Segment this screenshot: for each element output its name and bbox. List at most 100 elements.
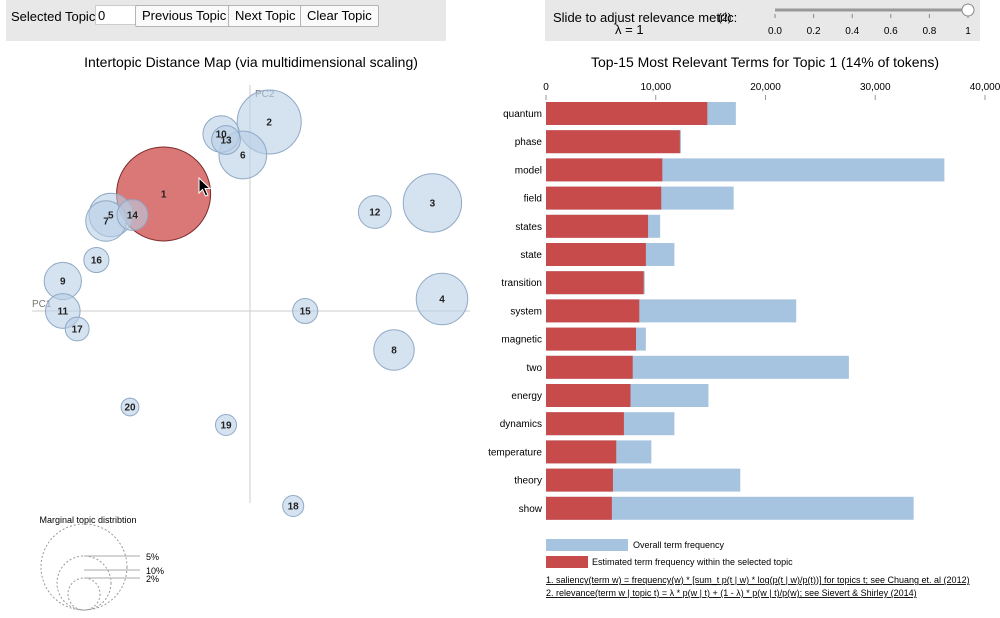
estimated-bar-theory[interactable] xyxy=(546,468,613,492)
slider-handle[interactable] xyxy=(961,3,975,17)
estimated-bar-phase[interactable] xyxy=(546,130,680,154)
term-label-two[interactable]: two xyxy=(526,363,542,374)
intertopic-map: PC1PC21234567891011131214151617181920 xyxy=(32,85,470,518)
term-label-quantum[interactable]: quantum xyxy=(503,109,542,120)
lambda-value: λ = 1 xyxy=(615,22,644,37)
topic-label-17: 17 xyxy=(72,325,84,336)
estimated-bar-energy[interactable] xyxy=(546,384,631,407)
overall-bar-show[interactable] xyxy=(546,496,914,520)
term-label-system[interactable]: system xyxy=(510,306,542,317)
topic-controls: Selected Topic: Previous Topic Next Topi… xyxy=(6,0,446,41)
size-legend-circle xyxy=(67,577,101,611)
scatter-title: Intertopic Distance Map (via multidimens… xyxy=(84,54,418,70)
topic-circle-17[interactable] xyxy=(64,316,90,342)
topic-label-3: 3 xyxy=(430,199,436,210)
selected-topic-input[interactable] xyxy=(95,5,137,25)
relevance-slider-panel: Slide to adjust relevance metric: (2) λ … xyxy=(545,0,980,41)
estimated-bar-temperature[interactable] xyxy=(546,440,617,464)
estimated-bar-magnetic[interactable] xyxy=(546,327,636,351)
term-label-temperature[interactable]: temperature xyxy=(488,447,542,458)
estimated-bar-quantum[interactable] xyxy=(546,102,708,125)
topic-circle-15[interactable] xyxy=(292,297,319,325)
mouse-cursor-icon xyxy=(198,176,212,197)
pc1-label: PC1 xyxy=(32,299,52,310)
estimated-bar-states[interactable] xyxy=(546,214,649,238)
estimated-bar-system[interactable] xyxy=(546,299,640,323)
footnote-1[interactable]: 1. saliency(term w) = frequency(w) * [su… xyxy=(546,575,970,585)
topic-circle-20[interactable] xyxy=(120,397,140,417)
bar-axis-tick-label: 30,000 xyxy=(860,82,891,93)
estimated-bar-two[interactable] xyxy=(546,355,633,379)
term-label-show[interactable]: show xyxy=(519,504,543,515)
term-bar-chart: 0 10,000 20,000 30,000 40,000 quantum phase mod… xyxy=(488,82,1000,520)
size-legend-label: 5% xyxy=(146,552,159,562)
size-legend-title: Marginal topic distribtion xyxy=(39,515,136,525)
slider-tick-label: 0.6 xyxy=(884,26,898,37)
topic-circle-14[interactable] xyxy=(116,199,149,231)
legend-overall-swatch xyxy=(546,539,628,551)
term-label-phase[interactable]: phase xyxy=(515,137,543,148)
topic-label-11: 11 xyxy=(58,307,69,318)
topic-label-13: 13 xyxy=(220,136,232,147)
next-topic-button[interactable]: Next Topic xyxy=(228,5,303,27)
topic-label-10: 10 xyxy=(216,130,228,141)
topic-label-7: 7 xyxy=(103,217,109,228)
topic-label-6: 6 xyxy=(240,151,246,162)
estimated-bar-state[interactable] xyxy=(546,243,646,266)
size-legend-label: 10% xyxy=(146,566,164,576)
topic-label-14: 14 xyxy=(127,211,139,222)
topic-circle-3[interactable] xyxy=(402,173,463,233)
slider-tick-label: 0.8 xyxy=(922,26,936,37)
topic-label-9: 9 xyxy=(60,277,66,288)
term-label-magnetic[interactable]: magnetic xyxy=(501,335,542,346)
topic-label-16: 16 xyxy=(91,256,103,267)
size-legend-circle xyxy=(56,555,112,611)
bar-axis-tick-label: 20,000 xyxy=(750,82,781,93)
estimated-bar-dynamics[interactable] xyxy=(546,412,624,436)
estimated-bar-transition[interactable] xyxy=(546,271,644,295)
size-legend-circle xyxy=(40,523,128,611)
topic-label-20: 20 xyxy=(124,403,136,414)
topic-label-1: 1 xyxy=(161,190,167,201)
previous-topic-button[interactable]: Previous Topic xyxy=(135,5,234,27)
term-label-dynamics[interactable]: dynamics xyxy=(500,419,542,430)
topic-circle-19[interactable] xyxy=(214,413,238,437)
topic-circle-18[interactable] xyxy=(282,494,305,518)
term-label-theory[interactable]: theory xyxy=(514,476,542,487)
estimated-bar-model[interactable] xyxy=(546,158,663,182)
footnote-2[interactable]: 2. relevance(term w | topic t) = λ * p(w… xyxy=(546,588,917,598)
bar-axis-tick-label: 10,000 xyxy=(640,82,671,93)
estimated-bar-field[interactable] xyxy=(546,186,662,210)
legend-overall-label: Overall term frequency xyxy=(633,540,725,550)
bar-title: Top-15 Most Relevant Terms for Topic 1 (… xyxy=(591,54,939,70)
term-label-states[interactable]: states xyxy=(515,222,542,233)
clear-topic-button[interactable]: Clear Topic xyxy=(300,5,379,27)
topic-label-19: 19 xyxy=(220,421,232,432)
term-label-field[interactable]: field xyxy=(524,194,542,205)
relevance-slider[interactable]: 0.0 0.2 0.4 0.6 0.8 1 xyxy=(768,3,975,37)
term-label-state[interactable]: state xyxy=(520,250,542,261)
bar-legend: Overall term frequency Estimated term fre… xyxy=(546,539,970,598)
topic-circle-13[interactable] xyxy=(211,125,241,155)
slider-label: Slide to adjust relevance metric: xyxy=(553,10,738,25)
selected-topic-label: Selected Topic: xyxy=(11,9,99,24)
estimated-bar-show[interactable] xyxy=(546,496,612,520)
topic-label-4: 4 xyxy=(439,295,445,306)
slider-tick-label: 1 xyxy=(965,26,971,37)
size-legend-label: 2% xyxy=(146,574,159,584)
slider-tick-label: 0.4 xyxy=(845,26,859,37)
topic-circle-12[interactable] xyxy=(357,195,392,229)
legend-estimated-label: Estimated term frequency within the sele… xyxy=(592,557,793,567)
topic-circle-16[interactable] xyxy=(83,246,110,274)
term-label-energy[interactable]: energy xyxy=(511,391,542,402)
topic-label-18: 18 xyxy=(288,502,300,513)
topic-circle-4[interactable] xyxy=(415,272,469,326)
topic-circle-8[interactable] xyxy=(373,329,415,371)
term-label-transition[interactable]: transition xyxy=(501,278,542,289)
term-label-model[interactable]: model xyxy=(515,165,542,176)
topic-label-15: 15 xyxy=(300,307,312,318)
slider-tick-label: 0.0 xyxy=(768,26,782,37)
slider-tick-label: 0.2 xyxy=(807,26,821,37)
bar-axis-tick-label: 0 xyxy=(543,82,549,93)
topic-label-8: 8 xyxy=(391,346,397,357)
